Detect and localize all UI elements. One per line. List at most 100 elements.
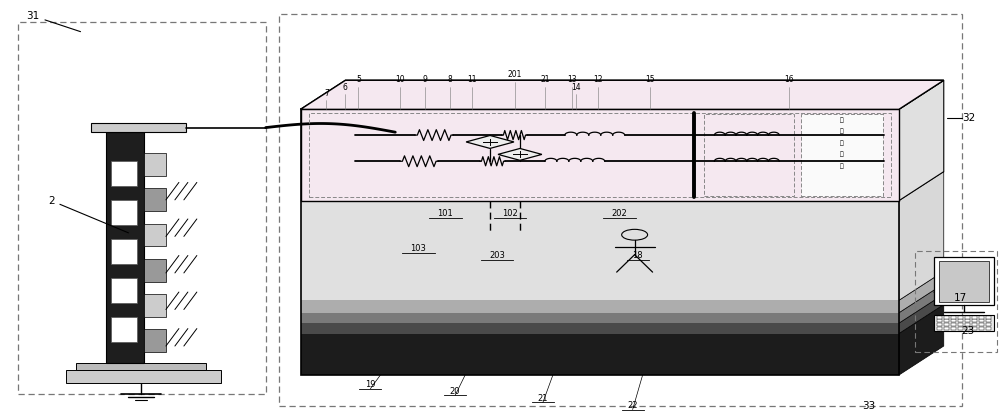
Bar: [309, 113, 891, 197]
Bar: [972, 323, 977, 326]
Text: 11: 11: [467, 75, 477, 84]
Bar: [944, 316, 949, 319]
Text: 7: 7: [324, 89, 329, 98]
Text: 21: 21: [540, 75, 550, 84]
Bar: [301, 313, 899, 323]
Bar: [937, 327, 942, 330]
Bar: [301, 110, 899, 201]
Text: 6: 6: [343, 83, 348, 92]
Text: 5: 5: [356, 75, 361, 84]
Bar: [18, 22, 266, 394]
Bar: [965, 316, 970, 319]
Bar: [965, 327, 970, 330]
Text: 2: 2: [48, 196, 128, 233]
Text: 17: 17: [954, 293, 967, 303]
Bar: [144, 259, 166, 282]
Bar: [111, 239, 137, 264]
Bar: [279, 14, 962, 406]
Polygon shape: [899, 294, 944, 334]
Bar: [934, 315, 994, 331]
Bar: [979, 327, 984, 330]
Bar: [986, 316, 991, 319]
Bar: [111, 278, 137, 303]
Bar: [144, 188, 166, 211]
Text: 18: 18: [632, 251, 643, 260]
Text: 9: 9: [423, 75, 428, 84]
Text: 23: 23: [962, 326, 975, 336]
Polygon shape: [301, 80, 944, 110]
Bar: [979, 323, 984, 326]
Polygon shape: [498, 148, 542, 161]
Text: 16: 16: [784, 75, 794, 84]
Bar: [979, 316, 984, 319]
Bar: [951, 323, 956, 326]
Bar: [965, 319, 970, 322]
Polygon shape: [899, 271, 944, 313]
Bar: [144, 153, 166, 176]
Bar: [915, 250, 997, 352]
Text: 终: 终: [840, 140, 844, 146]
Text: 33: 33: [862, 401, 876, 411]
Text: 10: 10: [395, 75, 405, 84]
Polygon shape: [899, 284, 944, 323]
Text: 14: 14: [571, 83, 581, 92]
Bar: [76, 363, 206, 370]
Bar: [66, 370, 221, 383]
Bar: [979, 319, 984, 322]
Bar: [301, 301, 899, 313]
Bar: [801, 115, 883, 196]
Text: 203: 203: [489, 251, 505, 260]
Bar: [944, 323, 949, 326]
Text: 12: 12: [593, 75, 602, 84]
Bar: [965, 323, 970, 326]
Polygon shape: [899, 304, 944, 375]
Bar: [937, 316, 942, 319]
Text: 21: 21: [538, 394, 548, 403]
Bar: [144, 329, 166, 352]
Bar: [91, 123, 186, 132]
Bar: [301, 110, 899, 375]
Bar: [958, 323, 963, 326]
Text: 15: 15: [645, 75, 654, 84]
Text: 201: 201: [508, 71, 522, 79]
Text: 32: 32: [962, 113, 975, 122]
Text: 103: 103: [410, 244, 426, 253]
Bar: [972, 316, 977, 319]
Bar: [944, 327, 949, 330]
Bar: [986, 327, 991, 330]
Bar: [972, 327, 977, 330]
Text: 101: 101: [437, 209, 453, 218]
Bar: [301, 334, 899, 375]
Polygon shape: [301, 80, 944, 110]
Text: 采: 采: [840, 152, 844, 158]
Text: 13: 13: [567, 75, 577, 84]
Polygon shape: [466, 135, 514, 148]
Bar: [951, 327, 956, 330]
Text: 8: 8: [448, 75, 453, 84]
Bar: [958, 327, 963, 330]
Polygon shape: [899, 80, 944, 201]
Bar: [958, 316, 963, 319]
Bar: [944, 319, 949, 322]
Polygon shape: [899, 172, 944, 301]
Bar: [986, 323, 991, 326]
Bar: [301, 323, 899, 334]
Text: 样: 样: [840, 163, 844, 169]
Bar: [958, 319, 963, 322]
Bar: [986, 319, 991, 322]
Bar: [934, 257, 994, 304]
Text: 始: 始: [840, 129, 844, 134]
Bar: [937, 319, 942, 322]
Bar: [301, 201, 899, 301]
Bar: [937, 323, 942, 326]
Text: 川: 川: [840, 117, 844, 122]
Bar: [144, 294, 166, 317]
Bar: [704, 115, 794, 196]
Bar: [951, 319, 956, 322]
Bar: [111, 317, 137, 342]
Bar: [951, 316, 956, 319]
Bar: [939, 261, 989, 303]
Text: 202: 202: [612, 209, 628, 218]
Text: 20: 20: [450, 387, 460, 396]
Text: 22: 22: [627, 401, 638, 410]
